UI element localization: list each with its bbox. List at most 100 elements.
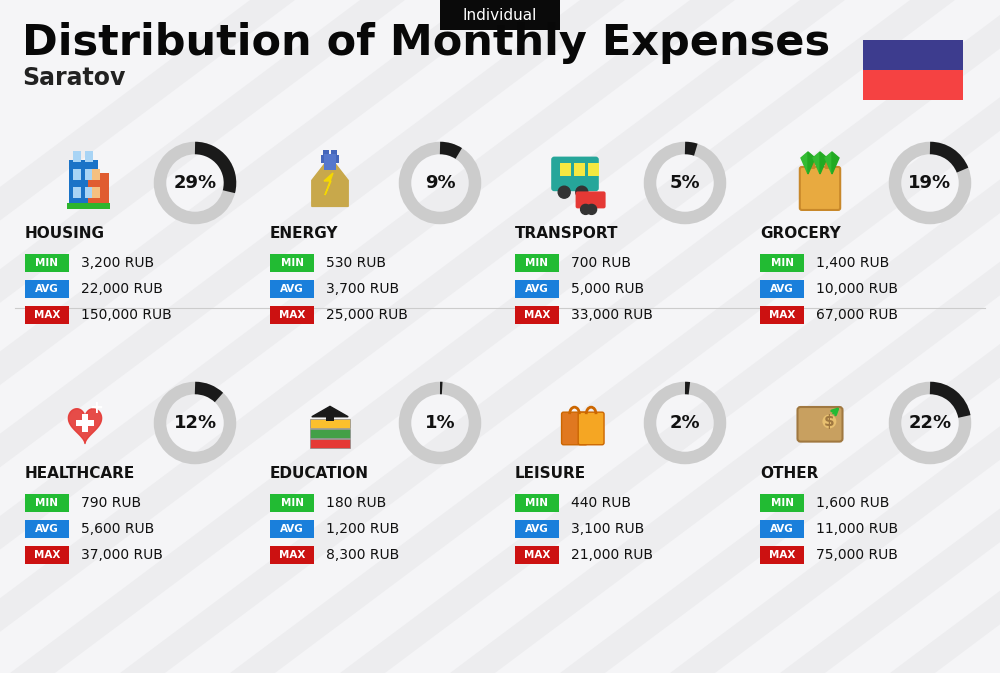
Bar xyxy=(323,149,329,160)
FancyBboxPatch shape xyxy=(310,419,350,428)
Polygon shape xyxy=(801,152,808,174)
Text: Distribution of Monthly Expenses: Distribution of Monthly Expenses xyxy=(22,22,830,64)
Bar xyxy=(326,411,334,421)
Circle shape xyxy=(823,415,836,427)
Text: ENERGY: ENERGY xyxy=(270,225,338,240)
Text: 530 RUB: 530 RUB xyxy=(326,256,386,270)
Text: 3,200 RUB: 3,200 RUB xyxy=(81,256,154,270)
Text: AVG: AVG xyxy=(770,524,794,534)
Text: GROCERY: GROCERY xyxy=(760,225,841,240)
Text: AVG: AVG xyxy=(280,524,304,534)
FancyBboxPatch shape xyxy=(25,520,69,538)
FancyBboxPatch shape xyxy=(551,157,599,191)
Text: MAX: MAX xyxy=(524,310,550,320)
Text: +: + xyxy=(90,400,103,417)
Text: MAX: MAX xyxy=(34,310,60,320)
FancyBboxPatch shape xyxy=(515,254,559,272)
Bar xyxy=(85,187,93,199)
FancyBboxPatch shape xyxy=(798,407,842,441)
Bar xyxy=(73,151,81,162)
Text: MIN: MIN xyxy=(280,498,304,508)
Text: 67,000 RUB: 67,000 RUB xyxy=(816,308,898,322)
Bar xyxy=(87,203,110,209)
Text: MIN: MIN xyxy=(280,258,304,268)
Polygon shape xyxy=(0,0,295,673)
Bar xyxy=(331,149,337,160)
Text: Individual: Individual xyxy=(463,7,537,22)
Text: 33,000 RUB: 33,000 RUB xyxy=(571,308,653,322)
Text: 5%: 5% xyxy=(670,174,700,192)
Text: AVG: AVG xyxy=(525,524,549,534)
Circle shape xyxy=(558,186,570,199)
Polygon shape xyxy=(10,0,955,673)
Bar xyxy=(574,163,585,176)
FancyBboxPatch shape xyxy=(760,254,804,272)
Text: 1%: 1% xyxy=(425,414,455,432)
Text: TRANSPORT: TRANSPORT xyxy=(515,225,618,240)
Text: MIN: MIN xyxy=(36,258,58,268)
Text: 150,000 RUB: 150,000 RUB xyxy=(81,308,172,322)
Text: MAX: MAX xyxy=(769,310,795,320)
Bar xyxy=(92,187,100,199)
Polygon shape xyxy=(340,0,1000,673)
Text: MAX: MAX xyxy=(769,550,795,560)
Polygon shape xyxy=(120,0,1000,673)
Text: 11,000 RUB: 11,000 RUB xyxy=(816,522,898,536)
Polygon shape xyxy=(825,152,832,174)
FancyBboxPatch shape xyxy=(760,280,804,298)
FancyBboxPatch shape xyxy=(270,280,314,298)
FancyBboxPatch shape xyxy=(578,412,604,445)
FancyBboxPatch shape xyxy=(310,429,350,438)
Circle shape xyxy=(576,186,588,199)
Text: LEISURE: LEISURE xyxy=(515,466,586,481)
Text: $: $ xyxy=(824,414,835,429)
Text: 1,400 RUB: 1,400 RUB xyxy=(816,256,889,270)
Polygon shape xyxy=(0,0,845,673)
Text: 75,000 RUB: 75,000 RUB xyxy=(816,548,898,562)
Text: 21,000 RUB: 21,000 RUB xyxy=(571,548,653,562)
Text: AVG: AVG xyxy=(525,284,549,294)
FancyBboxPatch shape xyxy=(25,280,69,298)
FancyBboxPatch shape xyxy=(270,546,314,564)
Polygon shape xyxy=(0,0,515,673)
Polygon shape xyxy=(312,406,348,417)
Polygon shape xyxy=(312,157,348,207)
Bar xyxy=(76,421,94,425)
FancyBboxPatch shape xyxy=(25,254,69,272)
Polygon shape xyxy=(324,173,333,195)
Polygon shape xyxy=(832,152,839,174)
Text: 37,000 RUB: 37,000 RUB xyxy=(81,548,163,562)
Text: 1,600 RUB: 1,600 RUB xyxy=(816,496,889,510)
Bar xyxy=(324,154,336,170)
FancyBboxPatch shape xyxy=(576,191,606,209)
Text: AVG: AVG xyxy=(35,284,59,294)
FancyBboxPatch shape xyxy=(800,167,840,210)
Text: MIN: MIN xyxy=(526,498,548,508)
Bar xyxy=(863,70,963,100)
FancyBboxPatch shape xyxy=(760,546,804,564)
Text: 10,000 RUB: 10,000 RUB xyxy=(816,282,898,296)
Text: 3,700 RUB: 3,700 RUB xyxy=(326,282,399,296)
Bar xyxy=(588,163,599,176)
Text: MIN: MIN xyxy=(770,258,794,268)
Text: MIN: MIN xyxy=(770,498,794,508)
FancyBboxPatch shape xyxy=(515,280,559,298)
Text: 22%: 22% xyxy=(908,414,952,432)
FancyBboxPatch shape xyxy=(440,0,560,30)
Text: 5,600 RUB: 5,600 RUB xyxy=(81,522,154,536)
Text: 1,200 RUB: 1,200 RUB xyxy=(326,522,399,536)
Bar xyxy=(560,163,571,176)
Bar xyxy=(73,170,81,180)
Text: 25,000 RUB: 25,000 RUB xyxy=(326,308,408,322)
Text: 12%: 12% xyxy=(173,414,217,432)
Text: MAX: MAX xyxy=(279,550,305,560)
Text: AVG: AVG xyxy=(280,284,304,294)
Polygon shape xyxy=(68,409,102,444)
FancyBboxPatch shape xyxy=(25,494,69,512)
FancyBboxPatch shape xyxy=(270,520,314,538)
Polygon shape xyxy=(230,0,1000,673)
FancyBboxPatch shape xyxy=(760,520,804,538)
FancyBboxPatch shape xyxy=(760,494,804,512)
Text: 790 RUB: 790 RUB xyxy=(81,496,141,510)
Bar xyxy=(321,155,339,164)
